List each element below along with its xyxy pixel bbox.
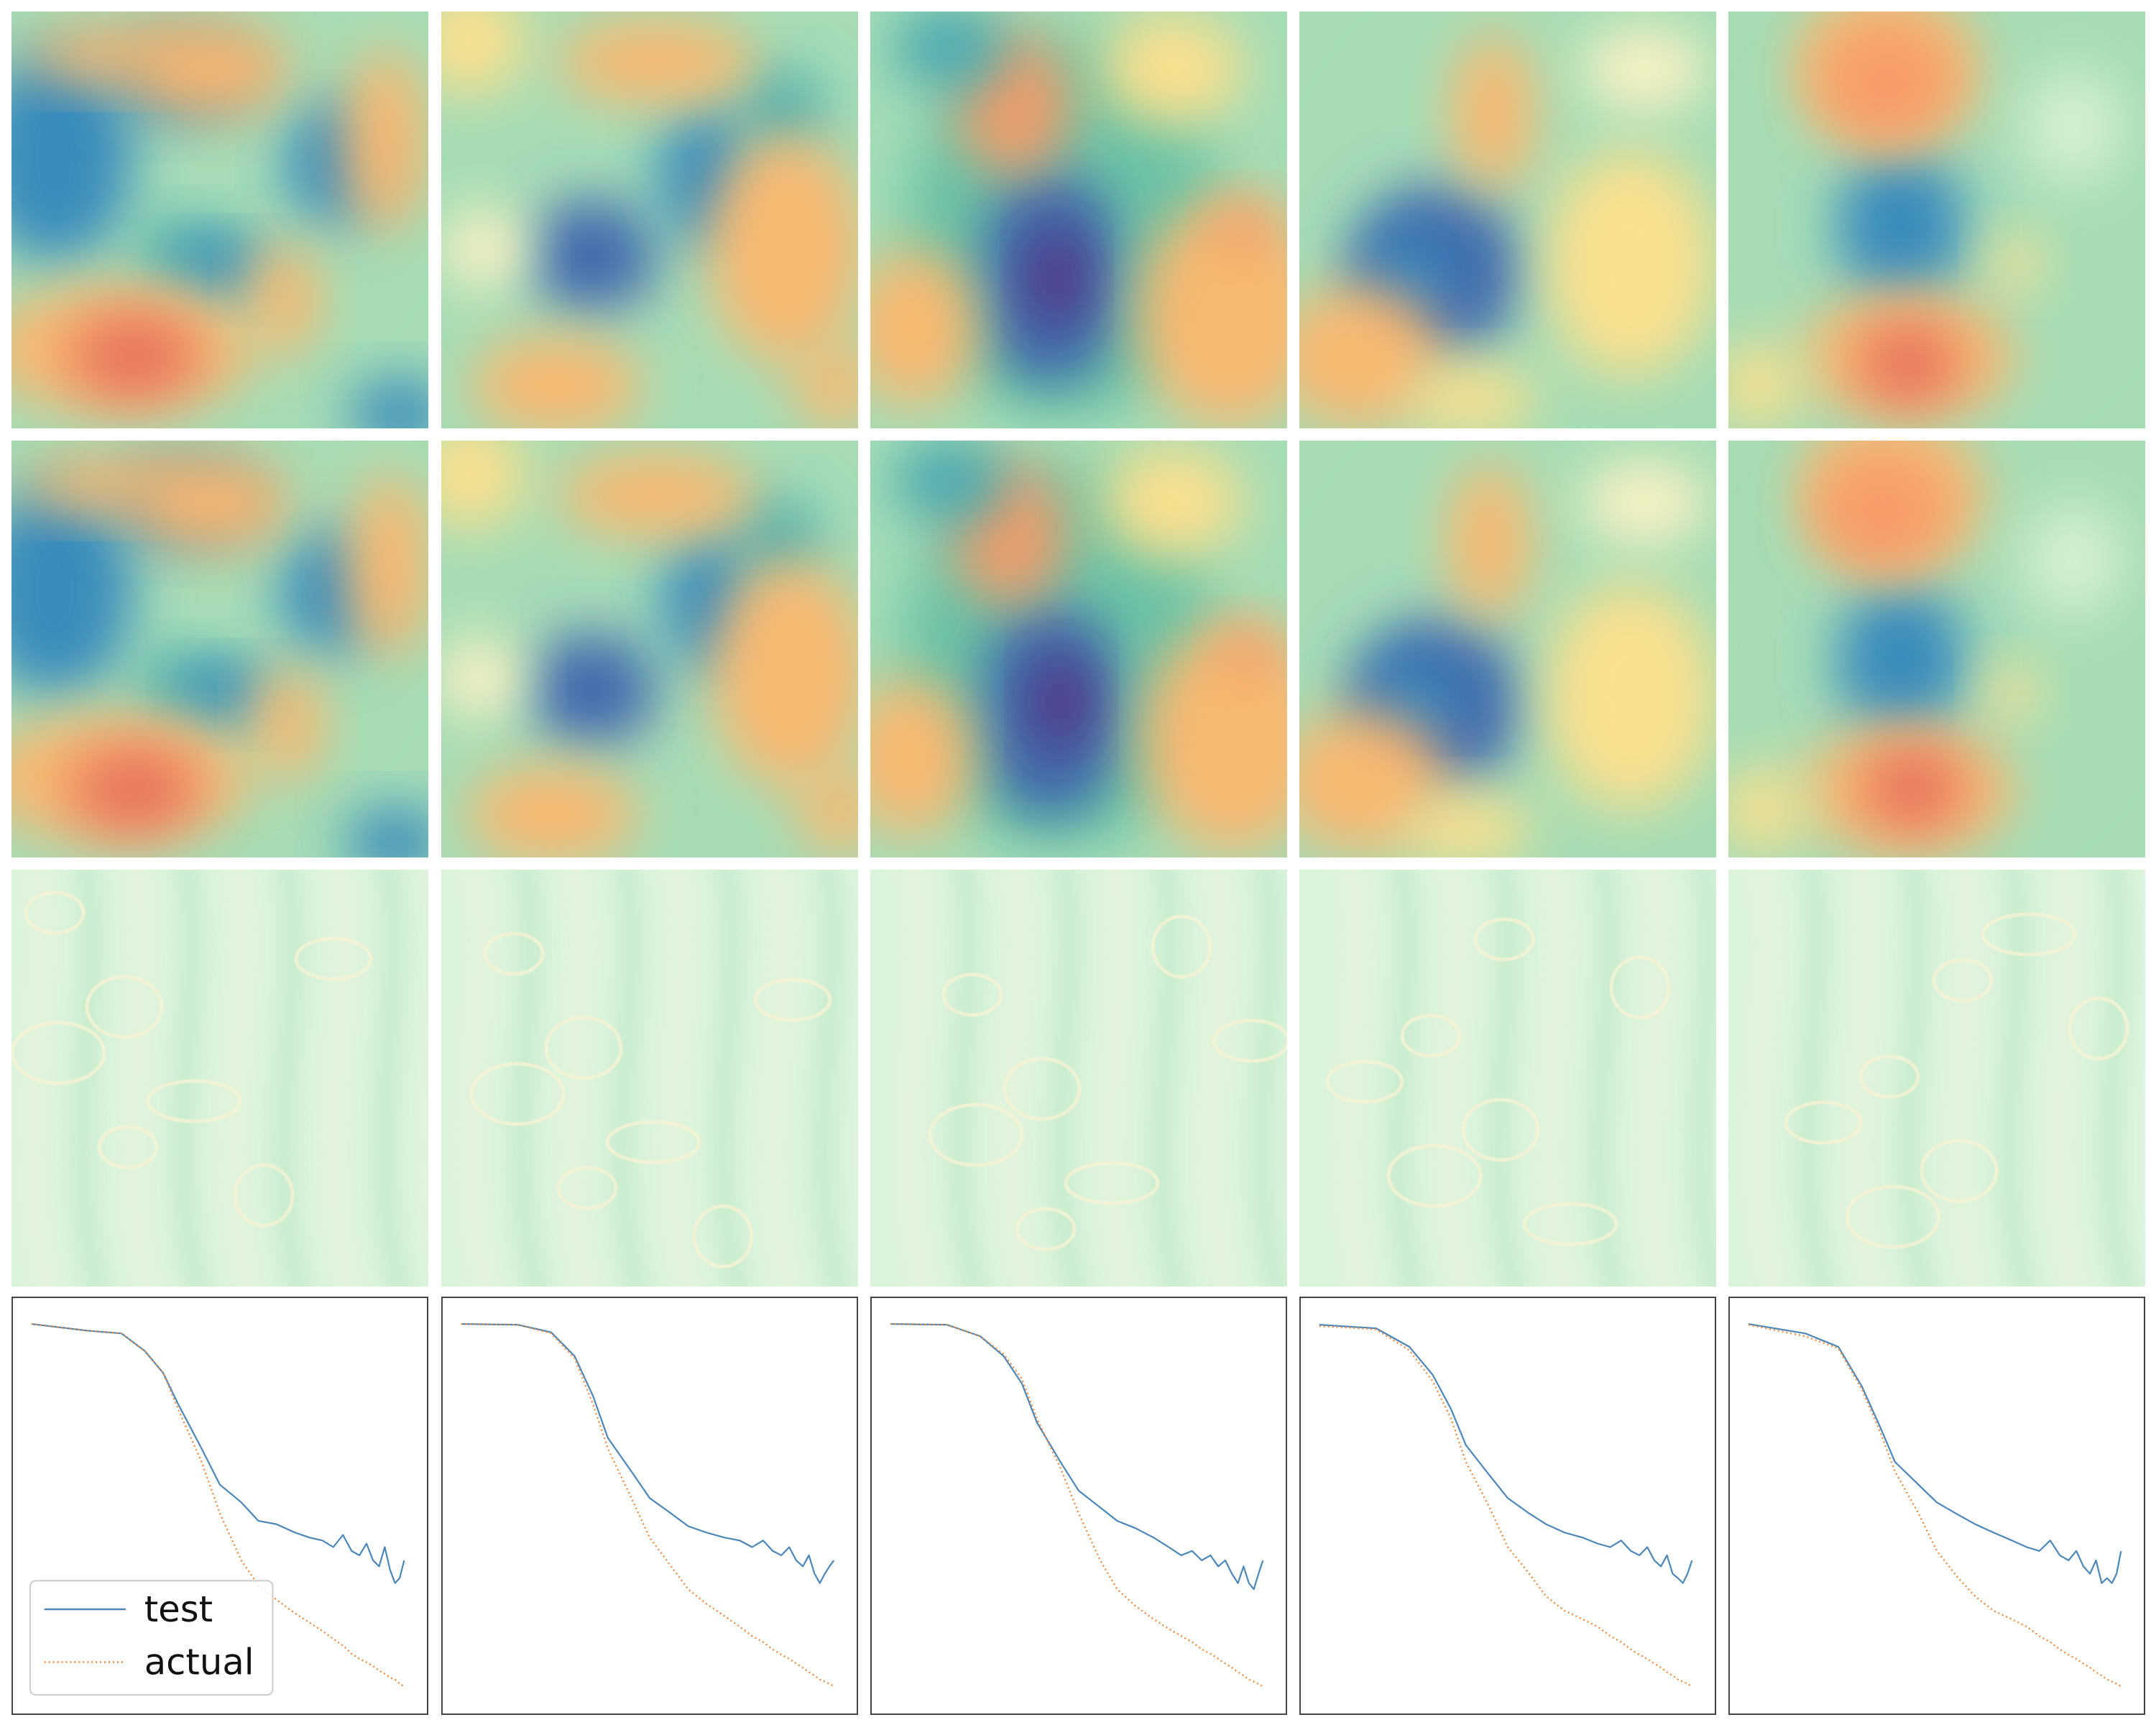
ground-truth-field-heatmap (870, 441, 1287, 857)
spectrum-chart-svg: test actual (29, 1322, 405, 1696)
series-line-test (31, 1322, 405, 1584)
ground-truth-field-panel-4 (1299, 441, 1716, 857)
error-field-heatmap (11, 870, 428, 1287)
series-line-actual (1748, 1323, 2122, 1688)
series-line-actual (890, 1322, 1263, 1688)
ground-truth-field-heatmap (441, 441, 858, 857)
prediction-field-panel-1 (11, 12, 428, 428)
error-field-heatmap (1728, 870, 2145, 1287)
prediction-field-heatmap (1299, 12, 1716, 428)
prediction-field-heatmap (870, 12, 1287, 428)
prediction-field-panel-3 (870, 12, 1287, 428)
ground-truth-field-panel-5 (1728, 441, 2145, 857)
series-line-actual (461, 1322, 834, 1688)
error-field-heatmap (1299, 870, 1716, 1287)
error-field-panel-3 (870, 870, 1287, 1287)
spectrum-chart-svg (461, 1322, 835, 1688)
error-field-heatmap (441, 870, 858, 1287)
spectrum-plot-4 (1299, 1297, 1716, 1715)
spectrum-chart-svg (890, 1322, 1264, 1688)
series-line-test (1319, 1324, 1693, 1584)
error-field-heatmap (870, 870, 1287, 1287)
prediction-field-heatmap (1728, 12, 2145, 428)
series-line-test (1748, 1322, 2122, 1584)
spectrum-chart-svg (1319, 1324, 1693, 1688)
ground-truth-field-heatmap (11, 441, 428, 857)
spectrum-plot-3 (870, 1297, 1287, 1715)
prediction-field-panel-4 (1299, 12, 1716, 428)
ground-truth-field-panel-1 (11, 441, 428, 857)
spectrum-plot-1: test actual (11, 1297, 428, 1715)
spectrum-plot-5 (1728, 1297, 2145, 1715)
error-field-panel-5 (1728, 870, 2145, 1287)
legend-label-actual: actual (144, 1641, 254, 1683)
spectrum-chart-svg (1748, 1322, 2122, 1688)
error-field-panel-4 (1299, 870, 1716, 1287)
legend-label-test: test (144, 1588, 213, 1630)
legend: test actual (29, 1580, 274, 1696)
error-field-panel-2 (441, 870, 858, 1287)
spectrum-plot-2 (441, 1297, 858, 1715)
series-line-actual (1319, 1325, 1692, 1688)
series-line-actual (31, 1322, 405, 1688)
ground-truth-field-panel-3 (870, 441, 1287, 857)
prediction-field-heatmap (11, 12, 428, 428)
series-line-test (461, 1322, 835, 1584)
error-field-panel-1 (11, 870, 428, 1287)
ground-truth-field-heatmap (1299, 441, 1716, 857)
prediction-field-panel-2 (441, 12, 858, 428)
ground-truth-field-heatmap (1728, 441, 2145, 857)
ground-truth-field-panel-2 (441, 441, 858, 857)
prediction-field-panel-5 (1728, 12, 2145, 428)
prediction-field-heatmap (441, 12, 858, 428)
series-line-test (890, 1322, 1264, 1591)
